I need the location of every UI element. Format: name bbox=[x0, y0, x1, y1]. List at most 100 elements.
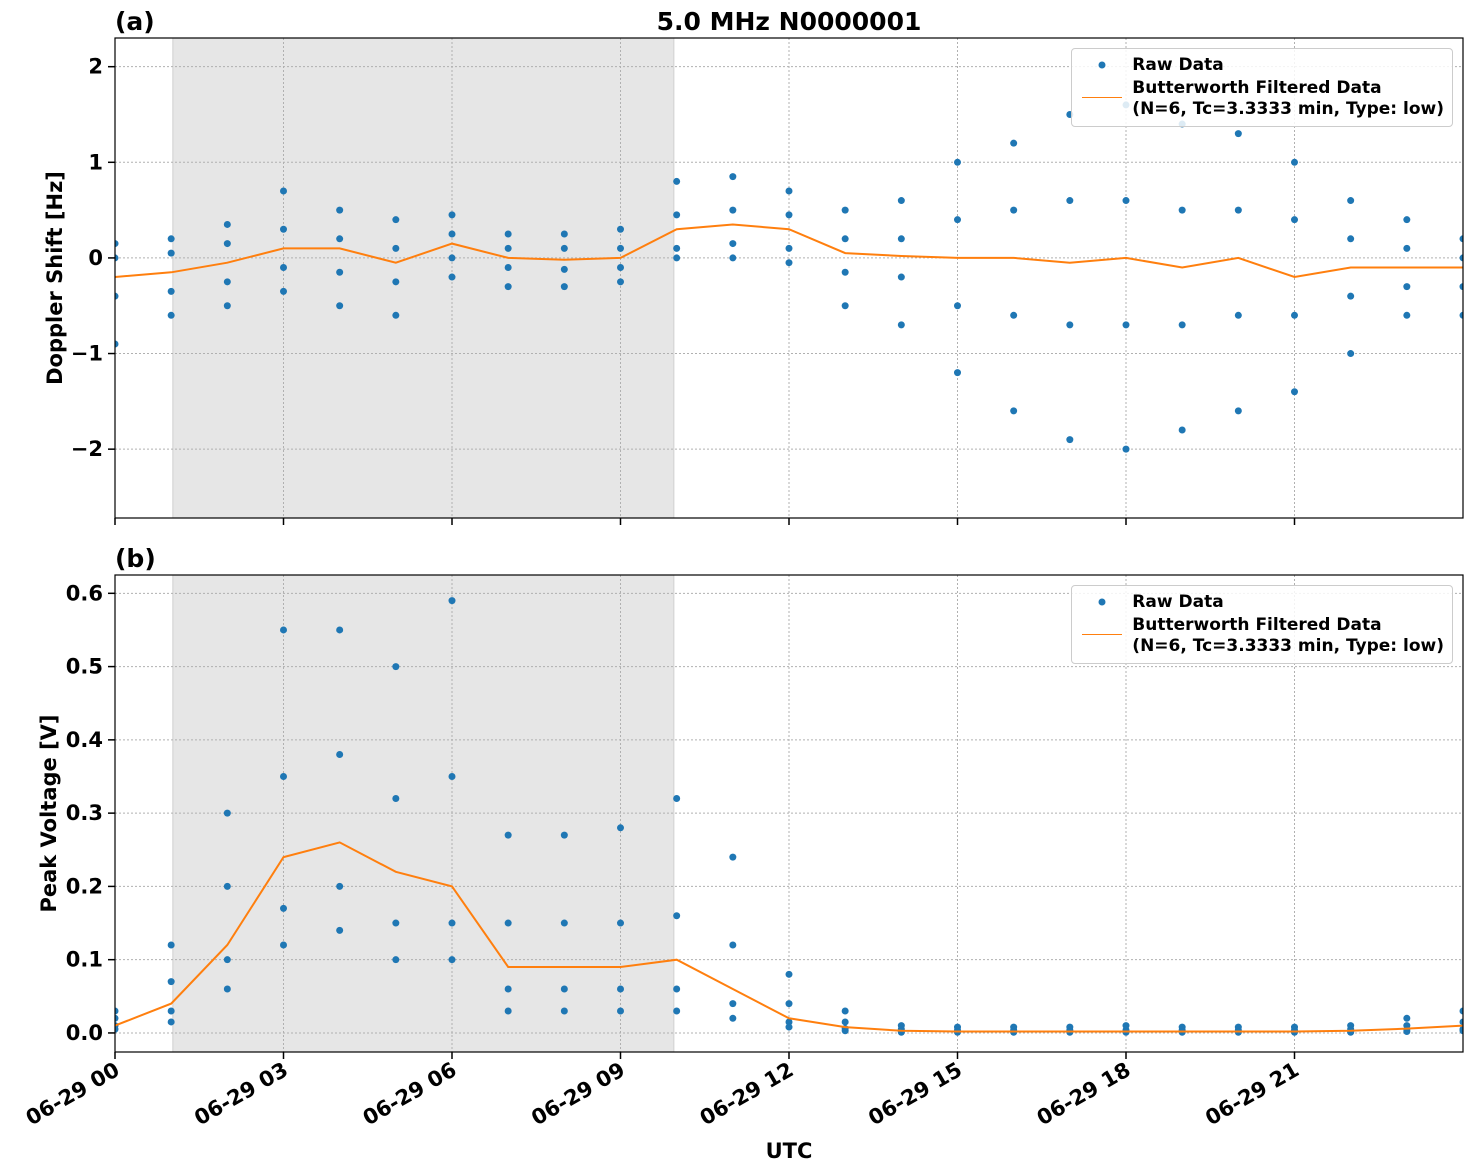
legend-label: Raw Data bbox=[1132, 592, 1224, 612]
shaded-span bbox=[172, 37, 675, 519]
raw-point bbox=[1459, 311, 1463, 319]
raw-point bbox=[729, 206, 737, 214]
raw-point bbox=[392, 278, 400, 286]
raw-point bbox=[841, 302, 849, 310]
legend-key bbox=[1098, 61, 1106, 69]
raw-point bbox=[729, 941, 737, 949]
raw-point bbox=[336, 302, 344, 310]
raw-point bbox=[673, 177, 681, 185]
raw-point bbox=[1403, 244, 1411, 252]
raw-point bbox=[673, 254, 681, 262]
raw-point bbox=[1122, 321, 1130, 329]
raw-point bbox=[223, 882, 231, 890]
raw-point bbox=[1066, 321, 1074, 329]
legend-key bbox=[1082, 634, 1123, 635]
raw-point bbox=[167, 287, 175, 295]
raw-point bbox=[223, 278, 231, 286]
raw-point bbox=[167, 941, 175, 949]
raw-point bbox=[504, 263, 512, 271]
raw-point bbox=[785, 1023, 793, 1031]
raw-point bbox=[1291, 216, 1298, 224]
x-tick-label: 06-29 09 bbox=[527, 1058, 629, 1131]
raw-point bbox=[729, 853, 737, 861]
raw-point bbox=[115, 240, 119, 248]
raw-point bbox=[280, 225, 287, 233]
legend-label: Butterworth Filtered Data (N=6, Tc=3.333… bbox=[1132, 78, 1444, 119]
raw-point bbox=[448, 254, 456, 262]
raw-point bbox=[392, 956, 400, 964]
raw-point bbox=[167, 249, 175, 257]
raw-point bbox=[560, 265, 568, 273]
y-axis-label: Doppler Shift [Hz] bbox=[43, 171, 67, 385]
raw-point bbox=[1403, 1027, 1411, 1035]
y-tick-label: −1 bbox=[71, 342, 103, 366]
raw-point bbox=[841, 206, 849, 214]
raw-point bbox=[336, 751, 344, 759]
raw-point bbox=[223, 956, 231, 964]
raw-point bbox=[448, 597, 456, 605]
raw-point bbox=[729, 1014, 737, 1022]
filtered-line bbox=[115, 841, 1463, 1033]
raw-point bbox=[841, 1007, 849, 1015]
raw-point bbox=[785, 211, 793, 219]
raw-point bbox=[673, 794, 681, 802]
raw-point bbox=[448, 230, 456, 238]
raw-point bbox=[448, 956, 456, 964]
plot-frame bbox=[114, 37, 1464, 519]
raw-point bbox=[841, 1027, 849, 1035]
raw-point bbox=[504, 831, 512, 839]
raw-point bbox=[897, 235, 905, 243]
raw-point bbox=[1234, 206, 1242, 214]
raw-point bbox=[336, 882, 344, 890]
y-tick-label: 0.2 bbox=[66, 874, 103, 898]
raw-point bbox=[1066, 197, 1074, 205]
raw-point bbox=[504, 919, 512, 927]
y-tick-label: 0.5 bbox=[66, 655, 103, 679]
raw-point bbox=[560, 230, 568, 238]
raw-point bbox=[1403, 283, 1411, 291]
raw-point bbox=[785, 244, 793, 252]
raw-point bbox=[954, 369, 961, 377]
legend-entry: Butterworth Filtered Data (N=6, Tc=3.333… bbox=[1080, 78, 1444, 120]
raw-point bbox=[1459, 1007, 1463, 1015]
x-tick-label: 06-29 00 bbox=[22, 1058, 124, 1131]
raw-point bbox=[560, 831, 568, 839]
raw-point bbox=[1459, 1018, 1463, 1026]
raw-point bbox=[392, 663, 400, 671]
raw-point bbox=[729, 173, 737, 181]
legend-key bbox=[1082, 97, 1123, 98]
x-tick-label: 06-29 03 bbox=[190, 1058, 292, 1131]
raw-point bbox=[785, 970, 793, 978]
raw-point bbox=[617, 263, 624, 271]
x-tick-label: 06-29 06 bbox=[359, 1058, 461, 1131]
raw-point bbox=[336, 268, 344, 276]
x-tick-label: 06-29 21 bbox=[1201, 1058, 1303, 1131]
raw-point bbox=[673, 985, 681, 993]
raw-point bbox=[1403, 311, 1411, 319]
raw-point bbox=[223, 240, 231, 248]
raw-point bbox=[504, 283, 512, 291]
y-axis-label: Peak Voltage [V] bbox=[37, 714, 61, 912]
raw-point bbox=[1347, 235, 1355, 243]
raw-point bbox=[280, 626, 287, 634]
raw-point bbox=[1347, 197, 1355, 205]
raw-point bbox=[115, 1014, 119, 1022]
legend-label: Butterworth Filtered Data (N=6, Tc=3.333… bbox=[1132, 615, 1444, 656]
legend-label: Raw Data bbox=[1132, 55, 1224, 75]
raw-point bbox=[1234, 311, 1242, 319]
raw-point bbox=[280, 772, 287, 780]
raw-point bbox=[1010, 407, 1018, 415]
raw-point bbox=[504, 244, 512, 252]
raw-point bbox=[617, 824, 624, 832]
raw-point bbox=[1459, 1027, 1463, 1035]
plot-frame bbox=[114, 574, 1464, 1053]
raw-point bbox=[954, 216, 961, 224]
raw-point bbox=[448, 919, 456, 927]
raw-point bbox=[115, 292, 119, 300]
x-axis-label: UTC bbox=[766, 1139, 813, 1163]
raw-point bbox=[1010, 139, 1018, 147]
raw-point bbox=[1291, 388, 1298, 396]
legend-marker bbox=[1098, 61, 1106, 69]
raw-point bbox=[841, 268, 849, 276]
